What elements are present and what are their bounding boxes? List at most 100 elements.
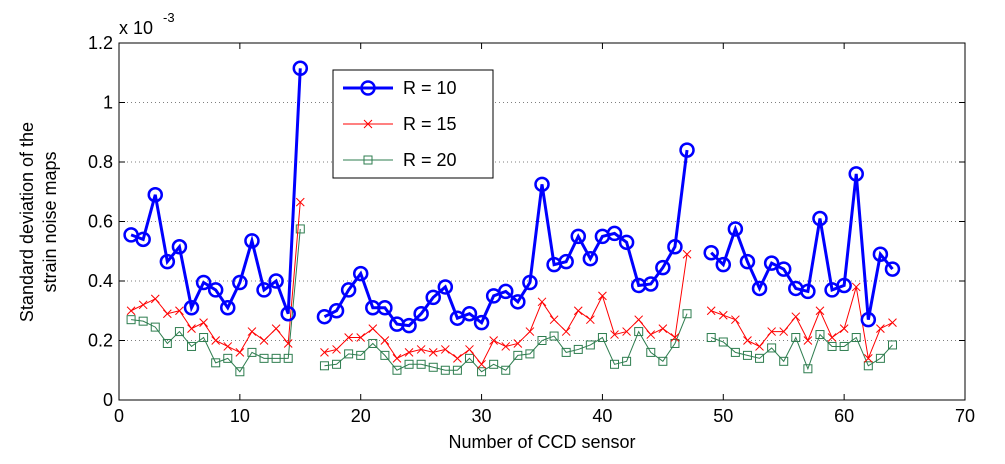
y-multiplier-exponent: -3 [163,10,175,25]
point [706,306,716,316]
point [440,345,450,354]
point [875,353,885,363]
point [489,336,499,345]
point [791,333,801,343]
point [767,343,777,353]
point [332,345,341,354]
point [332,359,342,369]
point [138,316,148,326]
y-tick-label: 0.4 [88,271,113,291]
point [380,336,390,345]
point [138,300,148,310]
point [392,353,402,363]
point [585,340,595,350]
point [195,274,212,291]
point [344,349,354,359]
point [863,353,873,363]
point [247,327,257,336]
y-tick-label: 1.2 [88,33,113,53]
x-tick-label: 0 [114,406,124,426]
point [401,317,417,334]
point [404,359,414,369]
point [428,362,438,372]
point [836,277,852,294]
point [340,282,357,298]
point [598,291,607,301]
point [887,340,897,350]
point [452,365,462,375]
point [670,333,680,342]
point [549,331,559,341]
point [319,361,329,371]
legend-marker [363,119,373,129]
point [803,364,813,374]
y-tick-label: 0.6 [88,212,113,232]
point [207,282,224,298]
point [537,297,547,307]
point [525,349,535,359]
x-tick-label: 10 [230,406,250,426]
point [283,353,293,363]
x-axis-label: Number of CCD sensor [448,432,635,452]
point [235,367,245,377]
point [751,280,768,297]
point [573,344,583,354]
point [316,308,333,325]
point [174,327,184,337]
x-tick-label: 20 [351,406,371,426]
point [416,359,426,369]
point [147,186,164,203]
point [162,309,172,319]
point [570,228,587,245]
point [775,261,792,277]
point [706,333,716,343]
point [848,166,864,182]
point [779,356,789,366]
point [344,333,353,342]
point [812,210,828,227]
point [437,279,454,295]
point [537,336,547,345]
point [755,342,764,351]
point [220,300,236,316]
point [232,274,248,291]
legend-label: R = 20 [403,150,457,170]
legend-marker [363,155,373,165]
point [268,273,284,289]
point [703,244,719,261]
point [582,250,599,267]
point [634,315,644,325]
point [622,327,631,336]
point [610,359,620,369]
point [126,306,136,316]
point [199,318,208,328]
point [171,239,188,255]
point [328,303,345,319]
point [497,283,514,300]
point [525,327,535,336]
point [199,333,209,343]
y-tick-label: 0 [103,390,113,410]
point [851,282,861,292]
point [755,353,765,363]
point [235,348,245,357]
point [464,353,474,363]
point [597,333,607,343]
point [259,336,269,345]
legend-marker [360,80,376,96]
point [658,324,668,333]
point [280,305,296,322]
point [211,336,221,345]
point [259,353,269,363]
point [473,314,490,331]
point [863,361,873,371]
point [561,347,571,357]
point [513,339,523,348]
point [159,253,176,270]
point [670,338,680,348]
point [126,315,136,325]
point [634,327,644,337]
point [872,246,889,262]
